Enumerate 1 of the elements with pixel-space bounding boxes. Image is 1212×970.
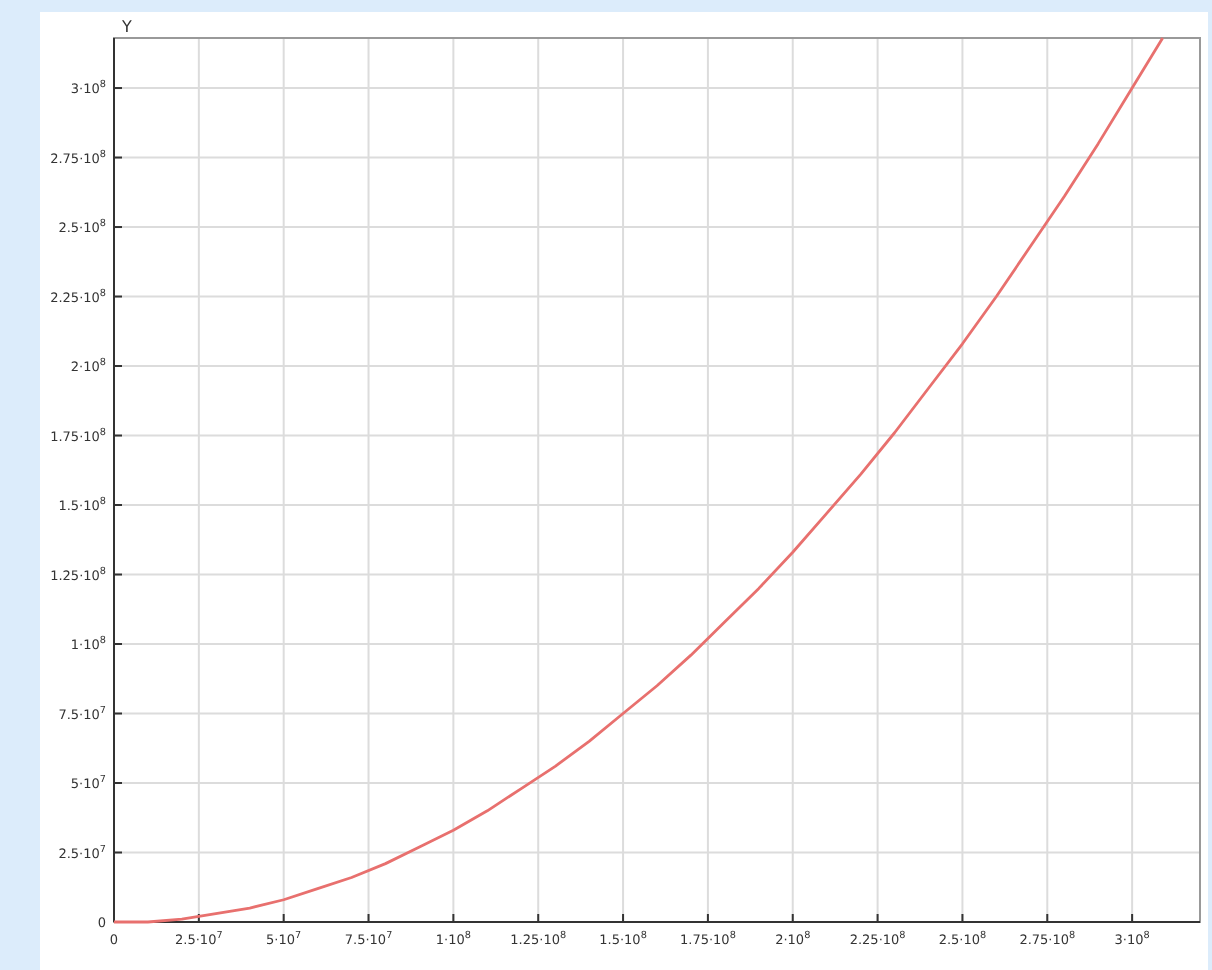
y-axis-title: Y (120, 18, 132, 36)
